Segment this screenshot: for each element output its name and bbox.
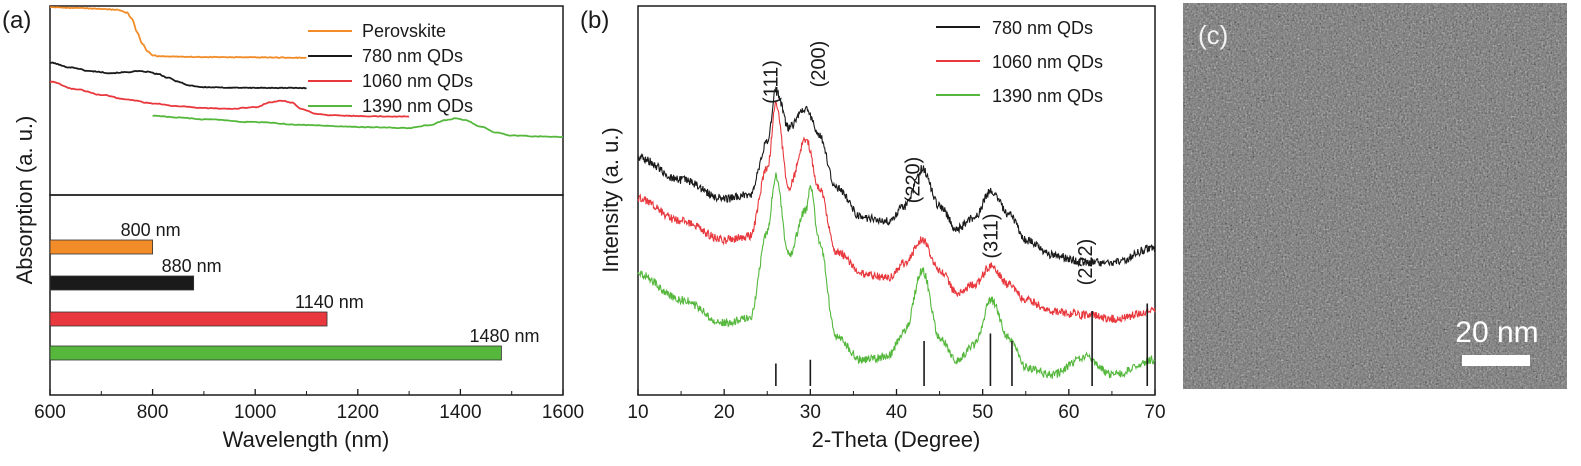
panel-b-reference-lines xyxy=(775,303,1149,386)
scale-bar-label: 20 nm xyxy=(1455,316,1538,349)
xrd-pattern xyxy=(637,86,1156,268)
x-tick-label: 600 xyxy=(34,402,66,423)
wavelength-bar xyxy=(49,311,328,327)
x-tick-label: 60 xyxy=(1058,402,1079,423)
x-tick-label: 800 xyxy=(137,402,169,423)
tem-particles xyxy=(1183,3,1567,389)
panel-a-label: (a) xyxy=(2,7,31,34)
panel-a: (a) 800 nm 880 nm 1140 nm 1480 nm 600 800 100… xyxy=(2,5,584,452)
xrd-pattern xyxy=(637,100,1156,324)
x-tick-label: 10 xyxy=(627,402,648,423)
x-tick-label: 40 xyxy=(886,402,907,423)
panel-a-x-axis-label: Wavelength (nm) xyxy=(223,427,390,452)
panel-c-tem-image: (c) 20 nm xyxy=(1183,3,1567,389)
panel-b-x-ticks: 10 20 30 40 50 60 70 xyxy=(627,389,1166,423)
bar-value-label: 880 nm xyxy=(162,256,222,276)
x-tick-label: 70 xyxy=(1144,402,1165,423)
panel-a-x-ticks: 600 800 1000 1200 1400 1600 xyxy=(34,389,584,423)
absorption-curve xyxy=(50,6,307,60)
panel-b-curves xyxy=(637,86,1156,379)
peak-label: (222) xyxy=(1075,239,1097,286)
absorption-curve xyxy=(152,114,564,138)
wavelength-bar xyxy=(49,345,502,361)
scale-bar xyxy=(1462,355,1530,366)
panel-b-y-axis-label: Intensity (a. u.) xyxy=(598,127,623,273)
x-tick-label: 1600 xyxy=(542,402,584,423)
xrd-pattern xyxy=(637,172,1156,379)
bar-value-label: 1140 nm xyxy=(295,292,364,312)
panel-b-legend: 780 nm QDs 1060 nm QDs 1390 nm QDs xyxy=(936,18,1103,106)
absorption-curve xyxy=(49,61,307,90)
peak-label: (220) xyxy=(903,157,925,204)
bar-value-label: 800 nm xyxy=(121,220,181,240)
x-tick-label: 30 xyxy=(800,402,821,423)
absorption-curve xyxy=(49,80,410,118)
peak-label: (311) xyxy=(980,213,1002,258)
bar-value-label: 1480 nm xyxy=(469,326,539,346)
panel-a-bars: 800 nm 880 nm 1140 nm 1480 nm xyxy=(49,220,540,361)
legend-label: 780 nm QDs xyxy=(362,46,463,66)
panel-a-legend: Perovskite 780 nm QDs 1060 nm QDs 1390 nm Q… xyxy=(308,21,473,116)
panel-a-top-frame xyxy=(49,5,564,196)
legend-label: 1060 nm QDs xyxy=(992,52,1103,72)
x-tick-label: 50 xyxy=(972,402,993,423)
legend-label: Perovskite xyxy=(362,21,446,41)
legend-label: 1390 nm QDs xyxy=(362,96,473,116)
panel-b-x-axis-label: 2-Theta (Degree) xyxy=(812,427,981,452)
peak-label: (200) xyxy=(808,41,830,88)
x-tick-label: 1200 xyxy=(337,402,379,423)
peak-label: (111) xyxy=(761,60,783,104)
wavelength-bar xyxy=(49,239,153,255)
panel-b-label: (b) xyxy=(580,7,609,34)
panel-c-label: (c) xyxy=(1198,20,1228,50)
panel-b: (b) (111) (200) (220) (311) (222) 10 20 30 40 50… xyxy=(580,5,1166,452)
panel-b-peak-labels: (111) (200) (220) (311) (222) xyxy=(761,41,1098,286)
legend-label: 1390 nm QDs xyxy=(992,86,1103,106)
panel-a-y-axis-label: Absorption (a. u.) xyxy=(12,116,37,285)
legend-label: 1060 nm QDs xyxy=(362,71,473,91)
legend-label: 780 nm QDs xyxy=(992,18,1093,38)
wavelength-bar xyxy=(49,275,195,291)
x-tick-label: 20 xyxy=(714,402,735,423)
x-tick-label: 1000 xyxy=(234,402,276,423)
panel-a-curves xyxy=(49,6,564,138)
x-tick-label: 1400 xyxy=(439,402,481,423)
